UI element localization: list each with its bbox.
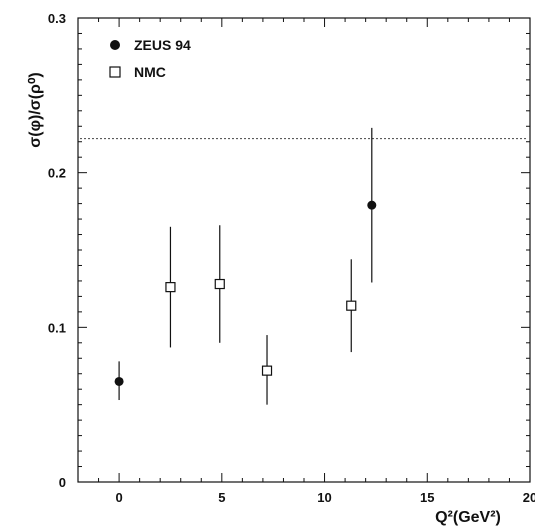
legend-label-zeus: ZEUS 94 xyxy=(134,37,191,53)
data-point-nmc xyxy=(165,282,176,293)
x-tick-label: 10 xyxy=(317,490,331,505)
data-point-zeus xyxy=(114,376,124,386)
data-point-nmc xyxy=(214,278,225,290)
x-tick-label: 0 xyxy=(115,490,122,505)
data-point-zeus xyxy=(367,200,377,210)
data-point-nmc xyxy=(261,365,273,376)
data-marks xyxy=(114,127,377,405)
x-tick-label: 5 xyxy=(218,490,225,505)
legend: ZEUS 94 NMC xyxy=(109,37,191,80)
x-tick-label: 20 xyxy=(523,490,535,505)
legend-marker-nmc xyxy=(109,66,121,78)
y-tick-label: 0.1 xyxy=(48,320,66,335)
y-tick-label: 0.3 xyxy=(48,11,66,26)
y-axis-label: σ(φ)/σ(ρ⁰) xyxy=(27,72,44,147)
y-tick-label: 0.2 xyxy=(48,166,66,181)
y-tick-label: 0 xyxy=(59,475,66,490)
data-point-nmc xyxy=(346,300,357,311)
legend-marker-zeus xyxy=(110,40,120,50)
legend-label-nmc: NMC xyxy=(134,64,166,80)
x-axis-label: Q²(GeV²) xyxy=(435,509,501,526)
x-tick-label: 15 xyxy=(420,490,434,505)
plot-frame xyxy=(77,17,531,483)
plot-axes: 0 5 10 15 20 0 0.1 0.2 0.3 xyxy=(48,11,535,505)
